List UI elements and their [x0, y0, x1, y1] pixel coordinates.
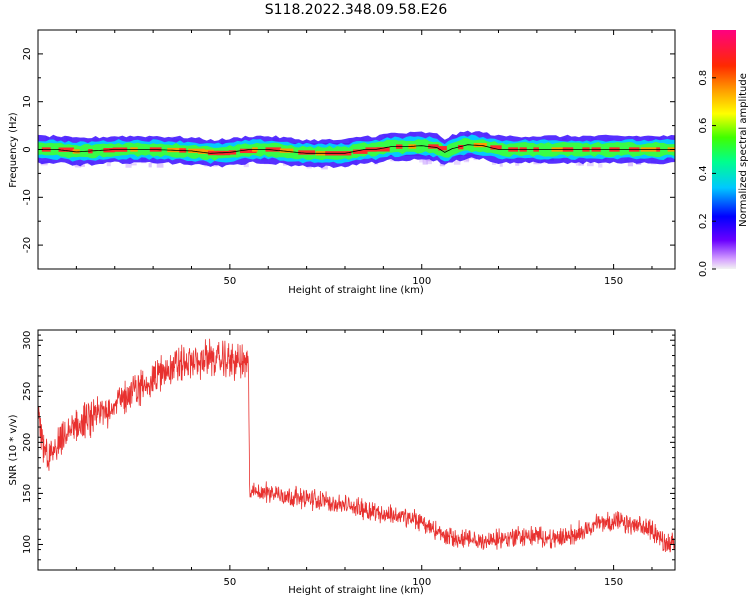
ridge-line: [38, 144, 675, 154]
spectrogram-cell: [425, 158, 433, 162]
spectrogram-peak: [473, 142, 487, 148]
spectrogram-cell: [243, 163, 249, 168]
x-tick-label: 150: [604, 577, 623, 588]
snr-series-line: [38, 338, 675, 553]
spectrogram-cell: [598, 163, 603, 168]
colorbar-tick-label: 0.6: [698, 118, 709, 134]
x-tick-label: 50: [224, 276, 237, 287]
y-tick-label: 300: [22, 331, 33, 350]
spectrogram-cell: [125, 162, 132, 168]
spectrogram-peak: [188, 148, 205, 153]
y-tick-label: 10: [22, 95, 33, 108]
spectrogram-x-label: Height of straight line (km): [288, 285, 424, 296]
spectrogram-cell: [439, 163, 445, 167]
snr-ticks: 50 100 150 300 250 200 150 100: [22, 330, 675, 588]
colorbar-tick-label: 0.8: [698, 70, 709, 86]
spectrogram-peak: [265, 147, 282, 152]
spectrogram-peak: [279, 148, 294, 153]
colorbar-tick-label: 0.2: [698, 213, 709, 229]
spectrogram-cell: [499, 162, 503, 167]
snr-frame: [37, 329, 676, 571]
colorbar-label: Normalized spectral amplitude: [738, 73, 749, 227]
spectrogram-cell: [148, 163, 152, 168]
spectrogram-peak: [228, 150, 237, 155]
spectrogram-cell: [422, 159, 428, 165]
spectrogram-peak: [239, 148, 257, 154]
spectrogram-cell: [321, 166, 328, 170]
spectrogram-peak: [438, 146, 447, 151]
y-tick-label: 200: [22, 433, 33, 452]
spectrogram-cell: [131, 163, 137, 166]
snr-y-label: SNR (10 * v/v): [8, 414, 19, 485]
x-tick-label: 150: [604, 276, 623, 287]
spectrogram-cell: [586, 162, 594, 167]
x-tick-label: 50: [224, 577, 237, 588]
spectrogram-cell: [419, 159, 424, 163]
spectrogram-cell: [515, 162, 520, 166]
spectrogram-cell: [426, 160, 432, 165]
spectrogram-cell: [453, 160, 461, 165]
spectrogram-peak: [353, 149, 368, 154]
spectrogram-peak: [72, 149, 80, 154]
colorbar-gradient: [712, 30, 736, 269]
y-tick-label: 20: [22, 48, 33, 61]
y-tick-label: -10: [22, 189, 33, 205]
spectrogram-cell: [390, 158, 395, 162]
spectrogram-cell: [156, 163, 164, 168]
colorbar-tick-label: 0.0: [698, 261, 709, 277]
spectrogram-peak: [376, 147, 390, 152]
x-tick-label: 100: [412, 276, 431, 287]
colorbar: 0.0 0.2 0.4 0.6 0.8 Normalized spectral ampl…: [698, 30, 749, 277]
snr-panel: 50 100 150 300 250 200 150 100 Height of straig…: [8, 329, 676, 596]
spectrogram-cell: [75, 165, 82, 168]
spectrogram-peak: [458, 145, 464, 150]
colorbar-ticks: 0.0 0.2 0.4 0.6 0.8: [698, 70, 716, 277]
spectrogram-peak: [58, 147, 74, 152]
spectrogram-data: [38, 130, 675, 170]
snr-x-label: Height of straight line (km): [288, 585, 424, 596]
spectrogram-peak: [490, 145, 502, 150]
x-tick-label: 100: [412, 577, 431, 588]
spectrogram-band: [38, 138, 675, 161]
y-tick-label: 150: [22, 484, 33, 503]
y-tick-label: 100: [22, 535, 33, 554]
snr-data: [38, 338, 675, 553]
spectrogram-cell: [463, 157, 469, 163]
spectrogram-cell: [106, 161, 111, 167]
spectrogram-peak: [428, 144, 439, 149]
spectrogram-cell: [627, 161, 634, 167]
spectrogram-peak: [298, 150, 316, 155]
spectrogram-cell: [491, 161, 496, 165]
figure-title: S118.2022.348.09.58.E26: [265, 2, 448, 18]
spectrogram-peak: [197, 149, 214, 154]
spectrogram-cell: [575, 160, 581, 166]
y-tick-label: -20: [22, 237, 33, 253]
y-tick-label: 0: [22, 146, 33, 152]
spectrogram-cell: [306, 165, 312, 169]
snr-background: [38, 330, 675, 570]
spectrogram-cell: [79, 163, 85, 167]
y-tick-label: 250: [22, 382, 33, 401]
spectrogram-y-label: Frequency (Hz): [8, 112, 19, 188]
colorbar-tick-label: 0.4: [698, 165, 709, 181]
